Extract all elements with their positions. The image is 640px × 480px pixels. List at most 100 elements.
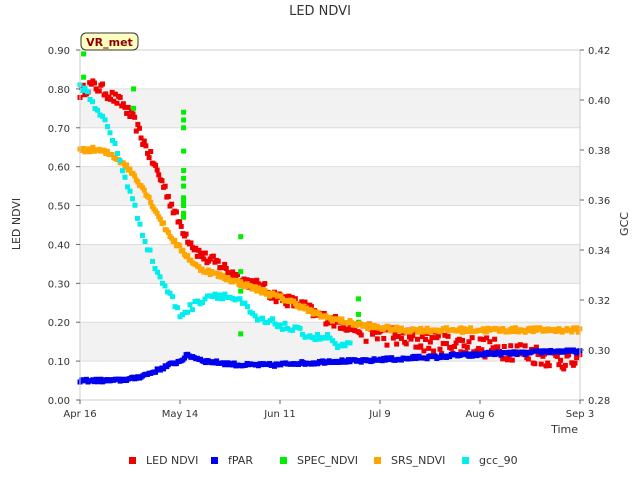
srs-ndvi-point [154, 210, 160, 216]
led-ndvi-point [198, 250, 204, 256]
led-ndvi-point [495, 344, 501, 350]
gcc-90-point [110, 138, 115, 144]
x-tick-label: Sep 3 [566, 409, 594, 420]
led-ndvi-point [458, 349, 464, 355]
gcc-90-point [100, 113, 105, 119]
led-ndvi-point [442, 332, 448, 338]
srs-ndvi-point [413, 327, 419, 333]
site-badge-label: VR_met [86, 36, 133, 49]
srs-ndvi-point [530, 329, 536, 335]
led-ndvi-point [480, 336, 486, 342]
x-tick-label: Aug 6 [465, 409, 494, 420]
led-ndvi-point [270, 295, 276, 301]
led-ndvi-point [394, 341, 400, 347]
legend: LED NDVI fPAR SPEC_NDVI SRS_NDVI gcc_90 [129, 454, 518, 467]
gcc-90-point [200, 300, 205, 306]
srs-ndvi-point [215, 274, 221, 280]
led-ndvi-point [479, 347, 485, 353]
fpar-point [337, 359, 343, 365]
led-ndvi-point [169, 201, 175, 207]
srs-ndvi-point [339, 316, 345, 322]
led-ndvi-point [437, 346, 443, 352]
led-ndvi-point [286, 293, 292, 299]
srs-ndvi-point [177, 243, 183, 249]
led-ndvi-point [427, 339, 433, 345]
led-ndvi-point [381, 335, 387, 341]
led-ndvi-point [484, 335, 490, 341]
gcc-90-point [215, 295, 220, 301]
fpar-point [98, 376, 104, 382]
led-ndvi-point [345, 326, 351, 332]
gcc-90-point [347, 340, 353, 346]
plot-frame [79, 49, 581, 401]
srs-ndvi-point [254, 288, 260, 294]
gcc-90-point [330, 338, 335, 344]
gcc-90-point [127, 188, 133, 194]
led-ndvi-point [532, 361, 538, 367]
srs-ndvi-point [418, 325, 424, 331]
led-ndvi-point [173, 209, 179, 215]
gcc-90-point [105, 124, 110, 130]
led-ndvi-point [517, 342, 523, 348]
srs-ndvi-point [480, 326, 486, 332]
led-ndvi-point [308, 304, 314, 310]
led-ndvi-point [177, 219, 183, 225]
x-tick-label: Jun 11 [263, 409, 296, 420]
y-tick-label: 0.50 [48, 202, 70, 213]
y-axis-ticks: 0.00 0.10 0.20 0.30 0.40 0.50 0.60 0.70 0.80 0.90 [48, 46, 80, 407]
srs-ndvi-point [124, 162, 130, 168]
led-ndvi-point [103, 91, 109, 97]
fpar-point [181, 355, 187, 361]
led-ndvi-point [153, 162, 159, 168]
srs-ndvi-point [292, 301, 298, 307]
gcc-90-point [107, 130, 113, 136]
led-ndvi-point [358, 332, 364, 338]
led-ndvi-point [395, 334, 401, 340]
y-tick-label: 0.90 [48, 46, 70, 57]
x-tick-label: Jul 9 [368, 409, 391, 420]
gcc-90-point [142, 239, 148, 245]
fpar-point [83, 376, 89, 382]
led-ndvi-point [128, 108, 134, 114]
led-ndvi-point [156, 172, 162, 178]
spec-ndvi-point [81, 74, 87, 80]
led-ndvi-point [130, 111, 136, 117]
led-ndvi-point [374, 336, 380, 342]
gcc-90-point [157, 274, 163, 280]
legend-swatch [374, 457, 381, 464]
led-ndvi-point [525, 356, 531, 362]
srs-ndvi-point [196, 264, 202, 270]
x-axis-ticks: Apr 16 May 14 Jun 11 Jul 9 Aug 6 Sep 3 [63, 400, 594, 420]
x-tick-label: Apr 16 [63, 409, 96, 420]
x-axis-label: Time [550, 423, 578, 436]
srs-ndvi-point [172, 237, 178, 243]
spec-ndvi-point [181, 210, 187, 216]
led-ndvi-point [96, 88, 102, 94]
led-ndvi-point [461, 343, 467, 349]
gcc-90-point [300, 331, 305, 337]
led-ndvi-point [443, 341, 449, 347]
led-ndvi-point [476, 346, 482, 352]
gcc-90-point [185, 309, 190, 315]
led-ndvi-point [413, 344, 419, 350]
srs-ndvi-point [207, 272, 213, 278]
spec-ndvi-point [238, 234, 244, 240]
srs-ndvi-point [316, 311, 322, 317]
led-ndvi-point [154, 167, 160, 173]
led-ndvi-point [120, 101, 126, 107]
led-ndvi-point [141, 138, 147, 144]
y2-tick-label: 0.30 [588, 346, 610, 357]
gcc-90-point [120, 168, 125, 174]
led-ndvi-point [509, 357, 515, 363]
srs-ndvi-point [104, 148, 110, 154]
srs-ndvi-point [199, 266, 205, 272]
srs-ndvi-point [214, 270, 220, 276]
led-ndvi-point [100, 81, 105, 87]
led-ndvi-point [363, 338, 369, 344]
spec-ndvi-point [356, 296, 362, 302]
led-ndvi-point [392, 331, 398, 337]
series-fpar [77, 347, 583, 385]
y2-tick-label: 0.28 [588, 396, 610, 407]
led-ndvi-point [302, 299, 308, 305]
gcc-90-point [85, 89, 90, 95]
